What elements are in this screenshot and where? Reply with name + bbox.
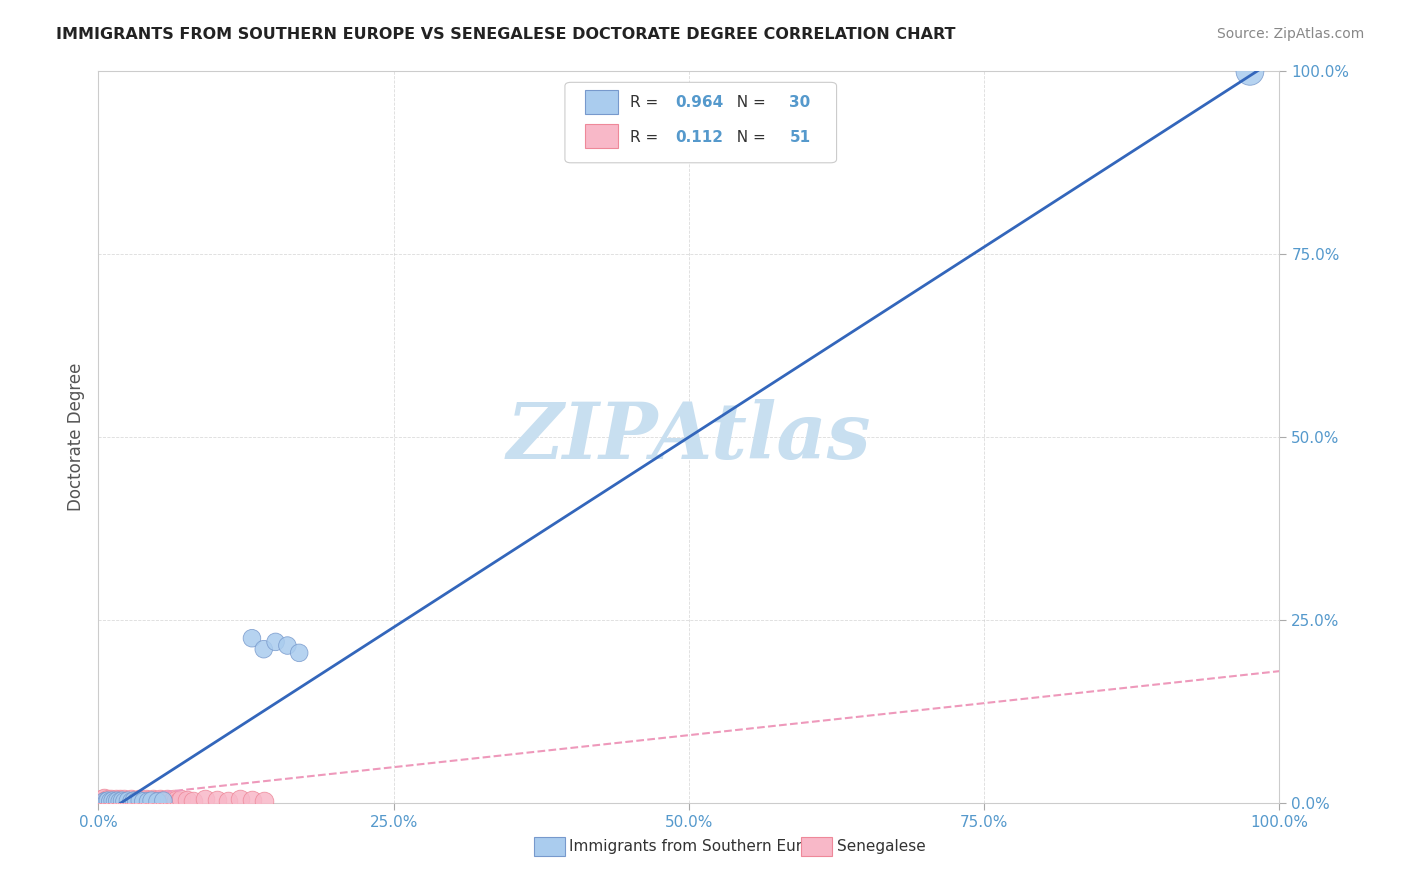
Point <box>139 794 162 808</box>
Point <box>118 794 141 808</box>
Text: 30: 30 <box>789 95 811 111</box>
Point <box>181 794 204 808</box>
Point <box>132 794 155 808</box>
Point <box>143 793 166 807</box>
Point <box>101 794 124 808</box>
Point <box>160 794 183 808</box>
Point <box>93 791 115 805</box>
Point <box>136 793 159 807</box>
Point <box>97 794 120 808</box>
Point <box>129 793 152 807</box>
Point <box>97 792 120 806</box>
Point <box>110 793 132 807</box>
Point <box>96 794 118 808</box>
Point <box>91 792 114 806</box>
Point <box>165 793 187 807</box>
Point <box>125 794 148 808</box>
Point <box>107 794 129 808</box>
Text: Senegalese: Senegalese <box>837 839 925 854</box>
Point <box>288 646 311 660</box>
Point <box>100 792 122 806</box>
Point <box>276 639 298 653</box>
Point <box>90 793 112 807</box>
Text: 51: 51 <box>789 129 810 145</box>
Point <box>136 794 159 808</box>
Point <box>240 793 263 807</box>
Point <box>94 793 117 807</box>
Text: 0.112: 0.112 <box>675 129 723 145</box>
Point <box>157 793 180 807</box>
Point <box>142 792 165 806</box>
Point <box>122 793 145 807</box>
Point <box>156 792 179 806</box>
Point <box>132 794 155 808</box>
Point <box>229 792 252 806</box>
Point <box>104 794 127 808</box>
Point <box>149 792 172 806</box>
Point <box>264 635 287 649</box>
Text: 0.964: 0.964 <box>675 95 723 111</box>
FancyBboxPatch shape <box>585 90 619 114</box>
Point <box>194 792 217 806</box>
Point <box>163 792 186 806</box>
Point <box>112 794 135 808</box>
Point <box>111 794 134 808</box>
Point <box>176 793 198 807</box>
Text: R =: R = <box>630 95 664 111</box>
Point <box>217 794 239 808</box>
Point <box>146 794 169 808</box>
Text: Immigrants from Southern Europe: Immigrants from Southern Europe <box>569 839 831 854</box>
Point <box>98 794 121 808</box>
Point <box>170 792 193 806</box>
Point <box>103 794 125 808</box>
Point <box>108 792 131 806</box>
Point <box>121 794 143 808</box>
Text: N =: N = <box>727 95 770 111</box>
Point <box>125 794 148 808</box>
Point <box>101 793 124 807</box>
Point <box>128 794 150 808</box>
Point <box>111 794 134 808</box>
Point <box>153 794 176 808</box>
Point <box>141 794 163 808</box>
Point <box>93 794 115 808</box>
Text: Source: ZipAtlas.com: Source: ZipAtlas.com <box>1216 27 1364 41</box>
Point <box>253 642 276 657</box>
Point <box>167 794 190 808</box>
Point <box>105 793 128 807</box>
Point <box>128 792 150 806</box>
Point <box>105 794 128 808</box>
Point <box>121 792 143 806</box>
Point <box>91 794 114 808</box>
FancyBboxPatch shape <box>585 124 619 148</box>
Point <box>96 794 118 808</box>
Point <box>205 793 228 807</box>
Point <box>1239 64 1261 78</box>
FancyBboxPatch shape <box>565 82 837 163</box>
Point <box>253 794 276 808</box>
Point <box>240 632 263 646</box>
Point <box>98 794 121 808</box>
Y-axis label: Doctorate Degree: Doctorate Degree <box>66 363 84 511</box>
Text: IMMIGRANTS FROM SOUTHERN EUROPE VS SENEGALESE DOCTORATE DEGREE CORRELATION CHART: IMMIGRANTS FROM SOUTHERN EUROPE VS SENEG… <box>56 27 956 42</box>
Text: R =: R = <box>630 129 664 145</box>
Point <box>146 794 169 808</box>
Point <box>108 794 131 808</box>
Point <box>135 792 157 806</box>
Point <box>98 793 121 807</box>
Point <box>105 792 128 806</box>
Point <box>122 794 145 808</box>
Point <box>117 794 139 808</box>
Text: N =: N = <box>727 129 770 145</box>
Point <box>150 793 173 807</box>
Text: ZIPAtlas: ZIPAtlas <box>506 399 872 475</box>
Point <box>112 792 135 806</box>
Point <box>152 794 174 808</box>
Point <box>115 793 138 807</box>
